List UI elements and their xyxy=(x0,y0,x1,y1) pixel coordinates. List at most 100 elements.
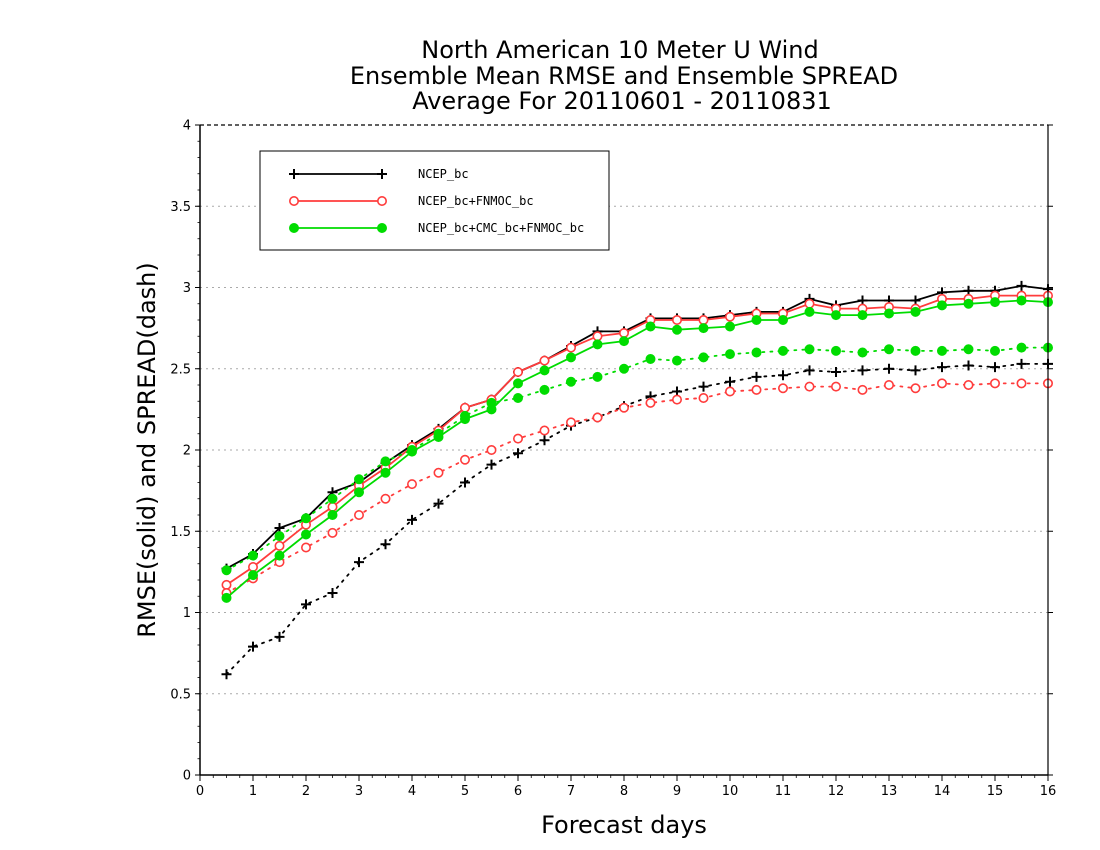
x-tick-label: 8 xyxy=(620,784,628,799)
series-1-rmse-point xyxy=(512,366,523,377)
series-2-rmse-point xyxy=(804,306,815,317)
x-tick-label: 3 xyxy=(355,784,363,799)
series-0-spread-point xyxy=(698,381,709,392)
series-1-rmse-point xyxy=(274,540,285,551)
series-0-spread-point xyxy=(354,557,364,568)
series-2-spread-point xyxy=(566,376,576,387)
series-2-spread-point xyxy=(672,355,682,366)
series-1-spread-point xyxy=(883,379,894,390)
series-2-spread-point xyxy=(725,349,735,360)
series-2-rmse-point xyxy=(274,550,285,561)
series-1-spread-point xyxy=(565,417,576,428)
series-1 xyxy=(221,290,1054,598)
series-2-spread-point xyxy=(327,493,338,504)
series-1-rmse-point xyxy=(327,501,338,512)
series-0-spread-point xyxy=(327,588,338,598)
y-tick-label: 2.5 xyxy=(170,362,191,377)
y-axis-title: RMSE(solid) and SPREAD(dash) xyxy=(133,262,161,638)
series-2-rmse-point xyxy=(990,297,1000,308)
series-1-spread-point xyxy=(300,542,311,553)
legend-marker xyxy=(377,169,387,179)
series-2-spread-point xyxy=(645,354,656,364)
series-1-spread-point xyxy=(512,433,523,444)
series-1-spread-point xyxy=(1016,378,1027,389)
series-1-rmse-point xyxy=(539,355,550,366)
series-0-spread-point xyxy=(513,448,523,459)
series-2-rmse-point xyxy=(857,310,868,321)
series-2-rmse-point xyxy=(937,300,947,311)
series-2-spread-point xyxy=(354,474,364,485)
series-1-spread-point xyxy=(671,394,682,405)
series-1-spread-point xyxy=(936,378,947,389)
series-0-spread-point xyxy=(1016,358,1027,369)
series-2-rmse-point xyxy=(513,378,523,389)
series-0-spread-point xyxy=(778,370,788,381)
series-0-rmse-line xyxy=(226,284,1049,570)
series-2-rmse-point xyxy=(248,570,258,581)
series-0-spread-point xyxy=(433,498,444,509)
series-2-rmse-point xyxy=(221,592,232,603)
series-2-spread-point xyxy=(857,347,868,358)
legend-label: NCEP_bc+FNMOC_bc xyxy=(418,194,534,208)
series-0-spread-point xyxy=(407,514,417,525)
x-tick-label: 0 xyxy=(196,784,204,799)
series-2-rmse-point xyxy=(751,315,762,325)
x-tick-label: 5 xyxy=(461,784,469,799)
series-1-spread-point xyxy=(327,527,338,538)
y-tick-label: 0 xyxy=(183,769,191,784)
series-1-rmse-line xyxy=(225,294,1048,586)
series-1-spread-point xyxy=(380,493,391,504)
series-2-spread-point xyxy=(884,344,894,355)
series-1-spread-point xyxy=(618,402,629,413)
x-tick-label: 9 xyxy=(673,784,681,799)
series-1-rmse-point xyxy=(248,561,259,572)
series-2-spread-point xyxy=(221,565,232,576)
series-1-spread-point xyxy=(353,509,364,520)
legend-marker xyxy=(289,169,299,179)
legend: NCEP_bc NCEP_bc+FNMOC_bc NCEP_bc+CMC_bc+FN… xyxy=(259,150,610,251)
series-2-spread-point xyxy=(804,344,815,355)
series-1-spread-point xyxy=(459,454,470,465)
series-1-spread-line xyxy=(225,382,1049,594)
y-tick-label: 1.5 xyxy=(170,525,191,540)
series-1-spread-point xyxy=(963,379,974,390)
series-0-spread-point xyxy=(937,362,947,373)
series-1-rmse-point xyxy=(724,311,735,322)
series-1-rmse-point xyxy=(459,402,470,413)
series-0-spread-point xyxy=(857,365,868,376)
legend-marker xyxy=(376,196,387,207)
series-0-spread-point xyxy=(274,631,285,642)
series-2-rmse-point xyxy=(380,467,391,478)
series-0-spread-point xyxy=(963,360,974,371)
series-0-spread-point xyxy=(460,477,470,488)
y-tick-label: 3.5 xyxy=(170,200,191,215)
series-2-rmse-point xyxy=(327,510,338,520)
series-2-rmse-point xyxy=(725,321,735,332)
series-2-spread-line xyxy=(225,346,1049,572)
grid xyxy=(200,205,1048,695)
series-1-spread-point xyxy=(724,386,735,397)
x-tick-label: 13 xyxy=(881,784,898,799)
series-2-rmse-point xyxy=(963,298,974,309)
legend-entry: NCEP_bc+CMC_bc+FNMOC_bc xyxy=(289,221,584,235)
series-2-spread-point xyxy=(248,550,258,561)
legend-marker xyxy=(377,223,387,233)
series-2-spread-point xyxy=(751,347,762,358)
series-2-spread-point xyxy=(937,345,947,356)
series-1-spread-point xyxy=(777,383,788,394)
series-0-spread-point xyxy=(725,376,735,387)
series-1-rmse-point xyxy=(804,298,815,309)
series-1-rmse-point xyxy=(698,314,709,325)
y-tick-label: 4 xyxy=(183,119,191,134)
series-2-rmse-point xyxy=(778,315,788,325)
legend-marker xyxy=(288,196,299,207)
series-2 xyxy=(221,295,1053,603)
series-1-spread-point xyxy=(539,425,550,436)
series-0-spread-point xyxy=(301,599,311,610)
x-tick-label: 4 xyxy=(408,784,416,799)
series-2-rmse-point xyxy=(645,321,656,332)
y-tick-label: 0.5 xyxy=(170,687,191,702)
series-2-spread-point xyxy=(301,513,311,524)
series-1-spread-point xyxy=(989,378,1000,389)
